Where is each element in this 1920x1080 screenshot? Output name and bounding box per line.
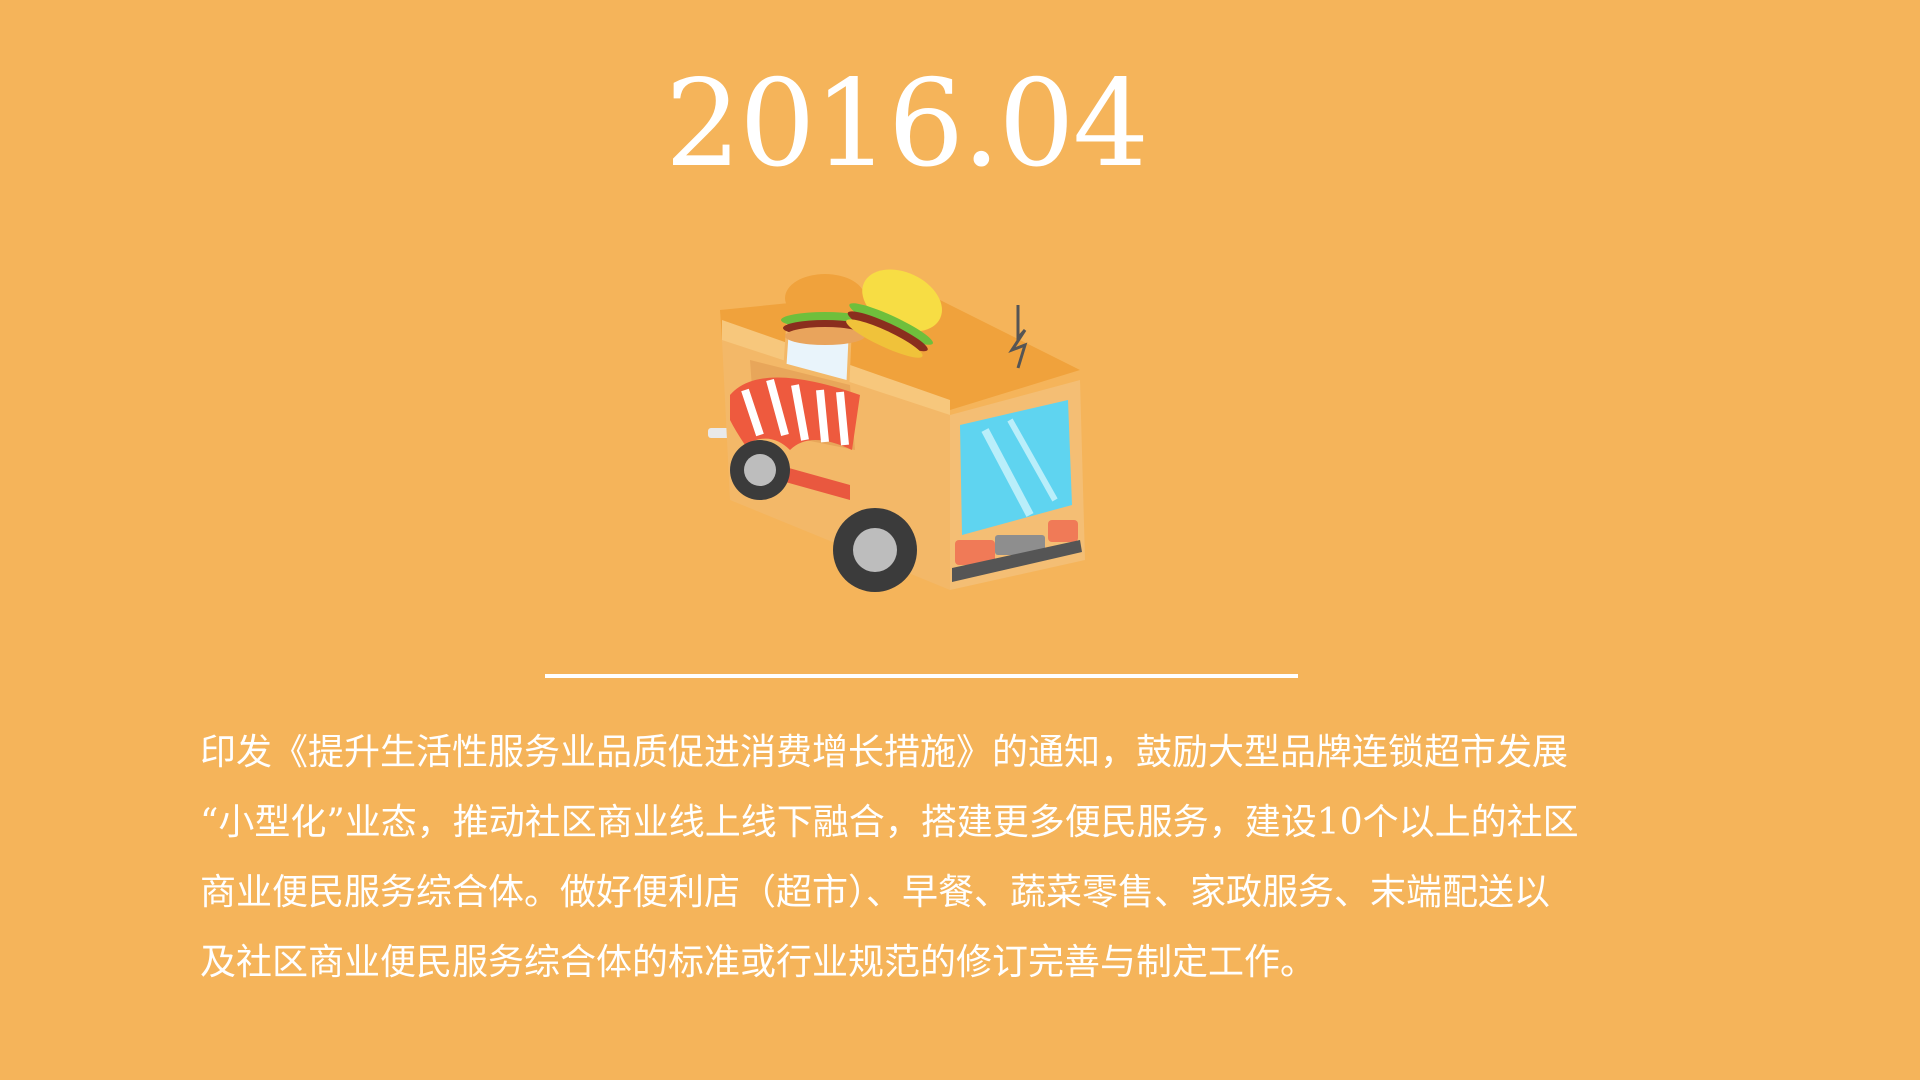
divider — [545, 674, 1298, 678]
body-line-4: 及社区商业便民服务综合体的标准或行业规范的修订完善与制定工作。 — [200, 942, 1317, 983]
slide-date: 2016.04 — [664, 55, 1149, 194]
body-line-1: 印发《提升生活性服务业品质促进消费增长措施》的通知，鼓励大型品牌连锁超市发展 — [200, 732, 1569, 773]
body-line-2: “小型化”业态，推动社区商业线上线下融合，搭建更多便民服务，建设10个以上的社区 — [200, 802, 1579, 843]
slide-body-text: 印发《提升生活性服务业品质促进消费增长措施》的通知，鼓励大型品牌连锁超市发展 “… — [200, 718, 1730, 998]
food-truck-icon — [708, 269, 1085, 592]
body-line-3: 商业便民服务综合体。做好便利店（超市）、早餐、蔬菜零售、家政服务、末端配送以 — [200, 872, 1551, 913]
